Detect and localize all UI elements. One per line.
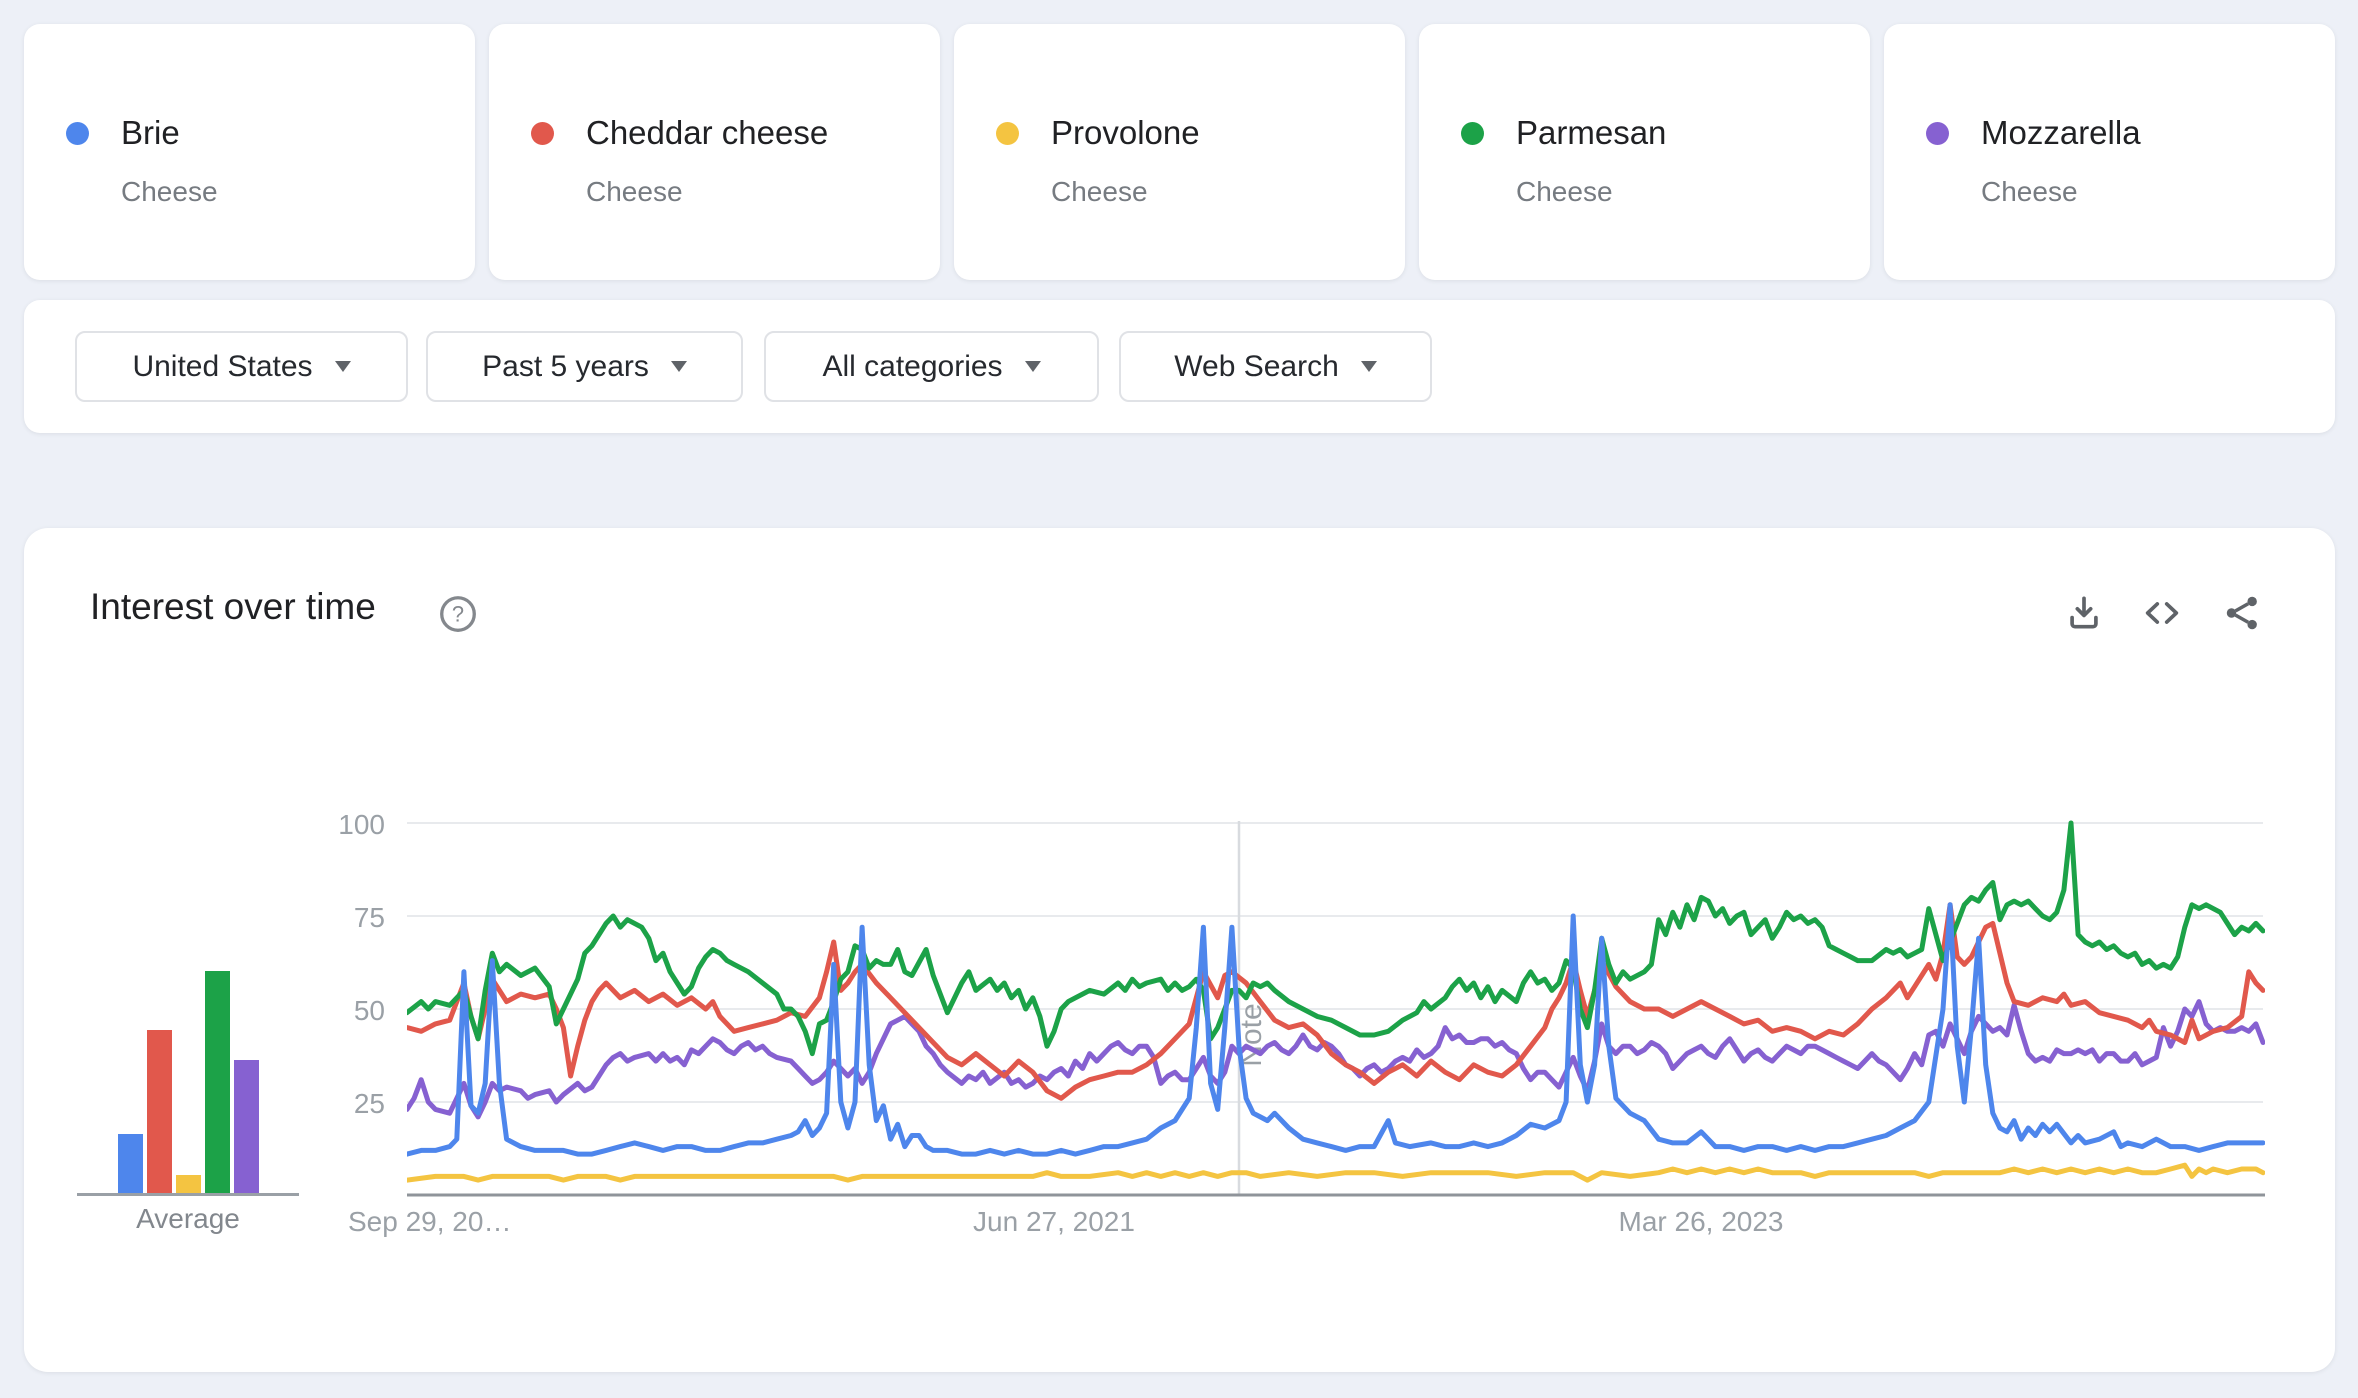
interest-over-time-panel xyxy=(24,528,2335,1372)
term-label: Parmesan xyxy=(1516,114,1667,151)
help-icon[interactable]: ? xyxy=(437,593,479,635)
term-type-label: Cheese xyxy=(1516,176,1613,207)
y-tick-50: 50 xyxy=(353,995,385,1026)
share-icon[interactable] xyxy=(2221,592,2263,634)
term-color-dot xyxy=(66,121,89,145)
svg-text:?: ? xyxy=(452,601,464,626)
chevron-down-icon xyxy=(334,361,351,372)
search-type-dropdown-label: Web Search xyxy=(1174,349,1339,383)
term-card-cheddar-cheese[interactable]: Cheddar cheese Cheese xyxy=(489,24,940,280)
chevron-down-icon xyxy=(670,361,687,372)
term-label: Provolone xyxy=(1051,114,1200,151)
term-card-mozzarella[interactable]: Mozzarella Cheese xyxy=(1884,24,2335,280)
term-color-dot xyxy=(531,121,554,145)
term-type-label: Cheese xyxy=(121,176,218,207)
average-axis-line xyxy=(77,1193,299,1196)
term-label: Brie xyxy=(121,114,180,151)
x-tick-start: Sep 29, 20… xyxy=(348,1206,512,1237)
chevron-down-icon xyxy=(1024,361,1041,372)
average-bar xyxy=(118,1134,143,1194)
panel-title: Interest over time xyxy=(90,586,376,627)
term-color-dot xyxy=(1461,121,1484,145)
chevron-down-icon xyxy=(1360,361,1377,372)
average-bar xyxy=(205,971,230,1194)
term-color-dot xyxy=(1926,121,1949,145)
term-card-provolone[interactable]: Provolone Cheese xyxy=(954,24,1405,280)
average-axis-label: Average xyxy=(136,1203,240,1234)
series-line-brie xyxy=(407,902,2265,1157)
search-type-dropdown[interactable]: Web Search xyxy=(1119,331,1432,402)
series-line-provolone xyxy=(407,1162,2265,1183)
term-card-parmesan[interactable]: Parmesan Cheese xyxy=(1419,24,1870,280)
time-range-dropdown-label: Past 5 years xyxy=(482,349,649,383)
code-icon[interactable] xyxy=(2141,592,2183,634)
series-line-mozzarella xyxy=(407,999,2265,1120)
x-tick-mid: Jun 27, 2021 xyxy=(973,1206,1135,1237)
region-dropdown-label: United States xyxy=(132,349,313,383)
region-dropdown[interactable]: United States xyxy=(75,331,408,402)
term-type-label: Cheese xyxy=(586,176,683,207)
term-card-brie[interactable]: Brie Cheese xyxy=(24,24,475,280)
series-line-cheddar-cheese xyxy=(407,902,2265,1101)
average-bar xyxy=(234,1060,259,1194)
download-icon[interactable] xyxy=(2063,592,2105,634)
category-dropdown[interactable]: All categories xyxy=(764,331,1099,402)
y-tick-75: 75 xyxy=(353,902,385,933)
term-color-dot xyxy=(996,121,1019,145)
y-tick-100: 100 xyxy=(338,809,385,840)
average-bar xyxy=(176,1175,201,1194)
term-label: Mozzarella xyxy=(1981,114,2141,151)
y-tick-25: 25 xyxy=(353,1088,385,1119)
line-chart-svg[interactable]: Note xyxy=(407,818,2265,1203)
x-tick-end: Mar 26, 2023 xyxy=(1618,1206,1784,1237)
series-line-parmesan xyxy=(407,820,2265,1057)
category-dropdown-label: All categories xyxy=(822,349,1003,383)
term-label: Cheddar cheese xyxy=(586,114,829,151)
average-bar xyxy=(147,1030,172,1194)
term-type-label: Cheese xyxy=(1981,176,2078,207)
term-type-label: Cheese xyxy=(1051,176,1148,207)
time-range-dropdown[interactable]: Past 5 years xyxy=(426,331,743,402)
